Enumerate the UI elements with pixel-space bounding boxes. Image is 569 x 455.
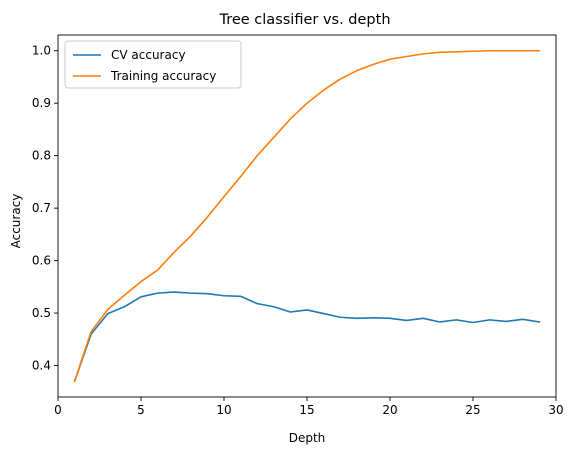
- y-tick-label-1: 1.0: [32, 44, 51, 58]
- y-tick-label-0.7: 0.7: [32, 201, 51, 215]
- x-tick-label-10: 10: [216, 403, 231, 417]
- y-tick-label-0.8: 0.8: [32, 149, 51, 163]
- x-tick-label-15: 15: [299, 403, 314, 417]
- x-tick-label-30: 30: [548, 403, 563, 417]
- y-tick-label-0.6: 0.6: [32, 254, 51, 268]
- plot-area: 0 5 10 15 20 25 30 0.4 0.5 0.6 0.7 0.8 0.9 1.0: [32, 34, 564, 417]
- x-tick-label-25: 25: [465, 403, 480, 417]
- y-axis-label: Accuracy: [9, 194, 23, 249]
- y-tick-label-0.9: 0.9: [32, 96, 51, 110]
- x-tick-label-5: 5: [137, 403, 145, 417]
- x-tick-label-0: 0: [54, 403, 62, 417]
- x-tick-label-20: 20: [382, 403, 397, 417]
- x-axis-label: Depth: [289, 431, 326, 445]
- y-tick-label-0.4: 0.4: [32, 359, 51, 373]
- series-line-1: [73, 49, 541, 383]
- series-line-0: [73, 291, 541, 383]
- legend-label-1: Training accuracy: [110, 69, 216, 83]
- legend: CV accuracy Training accuracy: [64, 40, 242, 89]
- y-tick-label-0.5: 0.5: [32, 306, 51, 320]
- legend-box: [64, 40, 242, 89]
- legend-label-0: CV accuracy: [111, 48, 186, 62]
- axes-frame: [57, 34, 557, 398]
- chart-title: Tree classifier vs. depth: [218, 12, 390, 28]
